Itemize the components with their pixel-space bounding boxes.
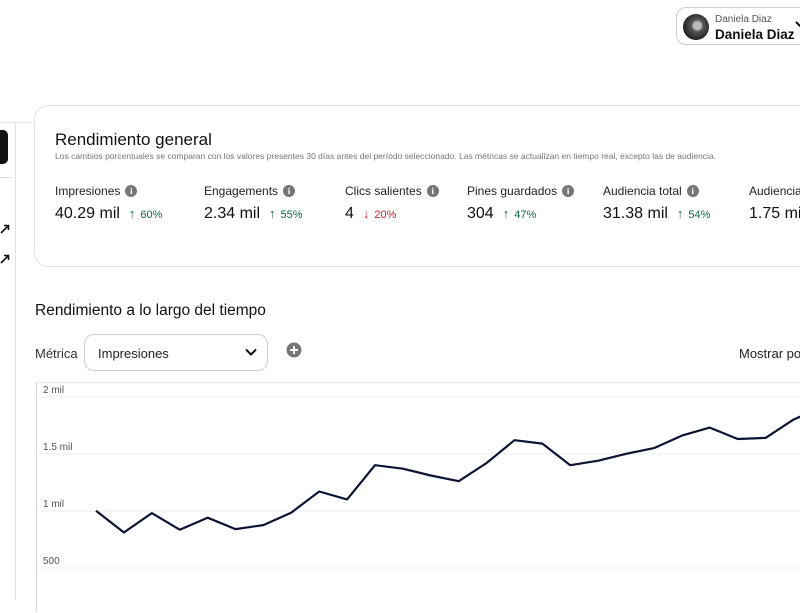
metric-label: Engagements xyxy=(204,184,278,198)
line-chart: 2 mil 1.5 mil 1 mil 500 xyxy=(37,383,800,613)
external-link-icon[interactable] xyxy=(0,254,10,264)
overview-title: Rendimiento general xyxy=(55,130,212,150)
metric-value: 2.34 mil xyxy=(204,205,260,223)
metric-value: 31.38 mil xyxy=(603,205,668,223)
metric-change: 60% xyxy=(140,209,162,221)
over-time-title: Rendimiento a lo largo del tiempo xyxy=(35,302,266,320)
user-avatar xyxy=(683,14,709,40)
overview-subtitle: Los cambios porcentuales se comparan con… xyxy=(55,151,716,161)
add-metric-icon[interactable] xyxy=(286,342,302,358)
metric-change: 20% xyxy=(374,209,396,221)
chevron-down-icon xyxy=(795,20,800,30)
arrow-up-icon: ↑ xyxy=(677,206,684,221)
sidebar-border xyxy=(15,123,16,600)
info-icon[interactable]: i xyxy=(562,185,574,197)
metric-value: 1.75 mi xyxy=(749,205,800,223)
metric-total-audience[interactable]: Audiencia total i 31.38 mil ↑ 54% xyxy=(603,184,710,223)
metric-label: Audiencia total xyxy=(603,184,682,198)
metric-value: 304 xyxy=(467,205,494,223)
metric-select[interactable]: Impresiones xyxy=(84,334,268,371)
performance-chart: 2 mil 1.5 mil 1 mil 500 xyxy=(36,382,800,612)
y-tick-label: 1.5 mil xyxy=(43,442,72,453)
metric-impressions[interactable]: Impresiones i 40.29 mil ↑ 60% xyxy=(55,184,162,223)
metric-select-value: Impresiones xyxy=(98,346,169,361)
metric-value: 40.29 mil xyxy=(55,205,120,223)
info-icon[interactable]: i xyxy=(283,185,295,197)
metric-label: Impresiones xyxy=(55,184,120,198)
arrow-up-icon: ↑ xyxy=(129,206,136,221)
metric-label: Pines guardados xyxy=(467,184,557,198)
metric-value: 4 xyxy=(345,205,354,223)
sidebar-active-item[interactable] xyxy=(0,130,8,164)
account-name: Daniela Diaz xyxy=(715,27,795,42)
arrow-down-icon: ↓ xyxy=(363,206,370,221)
sidebar-divider xyxy=(0,177,12,178)
y-tick-label: 1 mil xyxy=(43,499,64,510)
metric-saved-pins[interactable]: Pines guardados i 304 ↑ 47% xyxy=(467,184,574,223)
info-icon[interactable]: i xyxy=(687,185,699,197)
external-link-icon[interactable] xyxy=(0,224,10,234)
y-tick-label: 2 mil xyxy=(43,385,64,396)
metric-engagements[interactable]: Engagements i 2.34 mil ↑ 55% xyxy=(204,184,303,223)
series-line xyxy=(96,407,800,532)
metric-select-label: Métrica xyxy=(35,346,78,361)
info-icon[interactable]: i xyxy=(125,185,137,197)
info-icon[interactable]: i xyxy=(427,185,439,197)
metric-outbound-clicks[interactable]: Clics salientes i 4 ↓ 20% xyxy=(345,184,439,223)
y-tick-label: 500 xyxy=(43,556,60,567)
account-small-name: Daniela Diaz xyxy=(715,14,772,25)
metric-change: 54% xyxy=(688,209,710,221)
metric-label: Clics salientes xyxy=(345,184,422,198)
arrow-up-icon: ↑ xyxy=(503,206,510,221)
metric-change: 47% xyxy=(514,209,536,221)
metric-change: 55% xyxy=(281,209,303,221)
show-by-label[interactable]: Mostrar po xyxy=(739,346,800,361)
chevron-down-icon xyxy=(245,348,257,357)
metric-audience[interactable]: Audiencia 1.75 mi xyxy=(749,184,800,223)
account-switcher[interactable]: Daniela Diaz Daniela Diaz xyxy=(676,7,800,45)
metric-label: Audiencia xyxy=(749,184,800,198)
arrow-up-icon: ↑ xyxy=(269,206,276,221)
